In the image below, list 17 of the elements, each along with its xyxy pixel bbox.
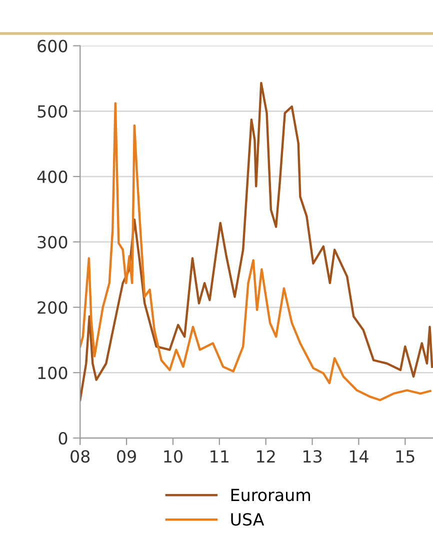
y-tick-label: 500 bbox=[38, 105, 68, 118]
y-tick-label: 0 bbox=[58, 432, 68, 445]
legend-label: USA bbox=[231, 513, 264, 526]
x-tick-label: 08 bbox=[70, 450, 90, 463]
x-tick-label: 15 bbox=[396, 450, 414, 463]
x-tick-label: 13 bbox=[304, 450, 322, 463]
y-tick-label: 200 bbox=[38, 301, 68, 314]
x-tick-label: 11 bbox=[210, 450, 228, 462]
x-tick-label: 14 bbox=[350, 450, 368, 462]
legend-label: Euroraum bbox=[231, 488, 310, 502]
x-tick-label: 12 bbox=[257, 450, 275, 462]
y-tick-label: 400 bbox=[37, 170, 68, 184]
x-tick-label: 10 bbox=[164, 450, 182, 463]
y-tick-label: 600 bbox=[38, 40, 68, 52]
y-tick-label: 100 bbox=[38, 366, 68, 380]
x-tick-label: 09 bbox=[117, 450, 136, 463]
y-tick-label: 300 bbox=[38, 236, 68, 248]
